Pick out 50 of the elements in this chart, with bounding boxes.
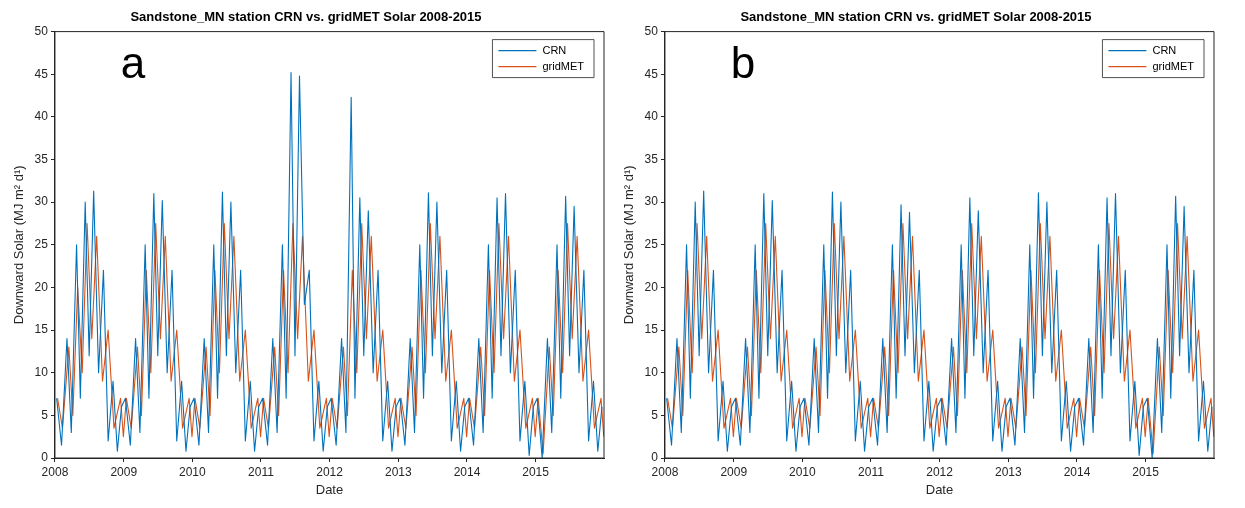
x-tick-label: 2015 xyxy=(522,464,550,479)
y-tick-label: 20 xyxy=(34,279,49,294)
y-tick-label: 5 xyxy=(41,407,49,422)
legend-label: gridMET xyxy=(542,59,585,72)
x-tick-label: 2010 xyxy=(789,464,817,479)
x-tick-label: 2015 xyxy=(1132,464,1160,479)
y-tick-label: 40 xyxy=(34,109,49,124)
x-tick-label: 2010 xyxy=(179,464,207,479)
x-tick-label: 2011 xyxy=(858,464,885,479)
x-tick-label: 2008 xyxy=(651,464,679,479)
y-tick-label: 35 xyxy=(644,151,659,166)
legend-label: gridMET xyxy=(1152,59,1195,72)
y-tick-label: 50 xyxy=(34,23,49,38)
y-tick-label: 25 xyxy=(34,237,49,252)
y-tick-label: 25 xyxy=(644,237,659,252)
y-tick-label: 10 xyxy=(34,365,49,380)
x-tick-label: 2008 xyxy=(41,464,69,479)
y-tick-label: 35 xyxy=(34,151,49,166)
x-tick-label: 2012 xyxy=(926,464,954,479)
y-tick-label: 15 xyxy=(34,322,49,337)
y-tick-label: 45 xyxy=(34,66,49,81)
annotation: b xyxy=(730,37,756,87)
x-tick-label: 2013 xyxy=(995,464,1023,479)
x-axis-title: Date xyxy=(315,481,344,497)
y-axis-title: Downward Solar (MJ m² d¹) xyxy=(11,165,27,325)
y-tick-label: 15 xyxy=(644,322,659,337)
annotation: a xyxy=(120,37,146,87)
y-tick-label: 0 xyxy=(651,450,659,465)
x-tick-label: 2013 xyxy=(385,464,413,479)
y-tick-label: 20 xyxy=(644,279,659,294)
y-tick-label: 30 xyxy=(34,194,49,209)
y-tick-label: 50 xyxy=(644,23,659,38)
y-axis-title: Downward Solar (MJ m² d¹) xyxy=(621,165,637,325)
y-tick-label: 10 xyxy=(644,365,659,380)
x-tick-label: 2009 xyxy=(720,464,748,479)
y-tick-label: 30 xyxy=(644,194,659,209)
legend-label: CRN xyxy=(542,43,567,56)
legend-label: CRN xyxy=(1152,43,1177,56)
x-tick-label: 2014 xyxy=(453,464,481,479)
y-tick-label: 5 xyxy=(651,407,659,422)
y-tick-label: 0 xyxy=(41,450,49,465)
y-tick-label: 45 xyxy=(644,66,659,81)
chart-title: Sandstone_MN station CRN vs. gridMET Solar 2008-2015 xyxy=(740,9,1092,25)
chart-title: Sandstone_MN station CRN vs. gridMET Solar 2008-2015 xyxy=(130,9,482,25)
x-tick-label: 2011 xyxy=(248,464,275,479)
x-axis-title: Date xyxy=(925,481,954,497)
x-tick-label: 2014 xyxy=(1063,464,1091,479)
x-tick-label: 2009 xyxy=(110,464,138,479)
x-tick-label: 2012 xyxy=(316,464,344,479)
y-tick-label: 40 xyxy=(644,109,659,124)
